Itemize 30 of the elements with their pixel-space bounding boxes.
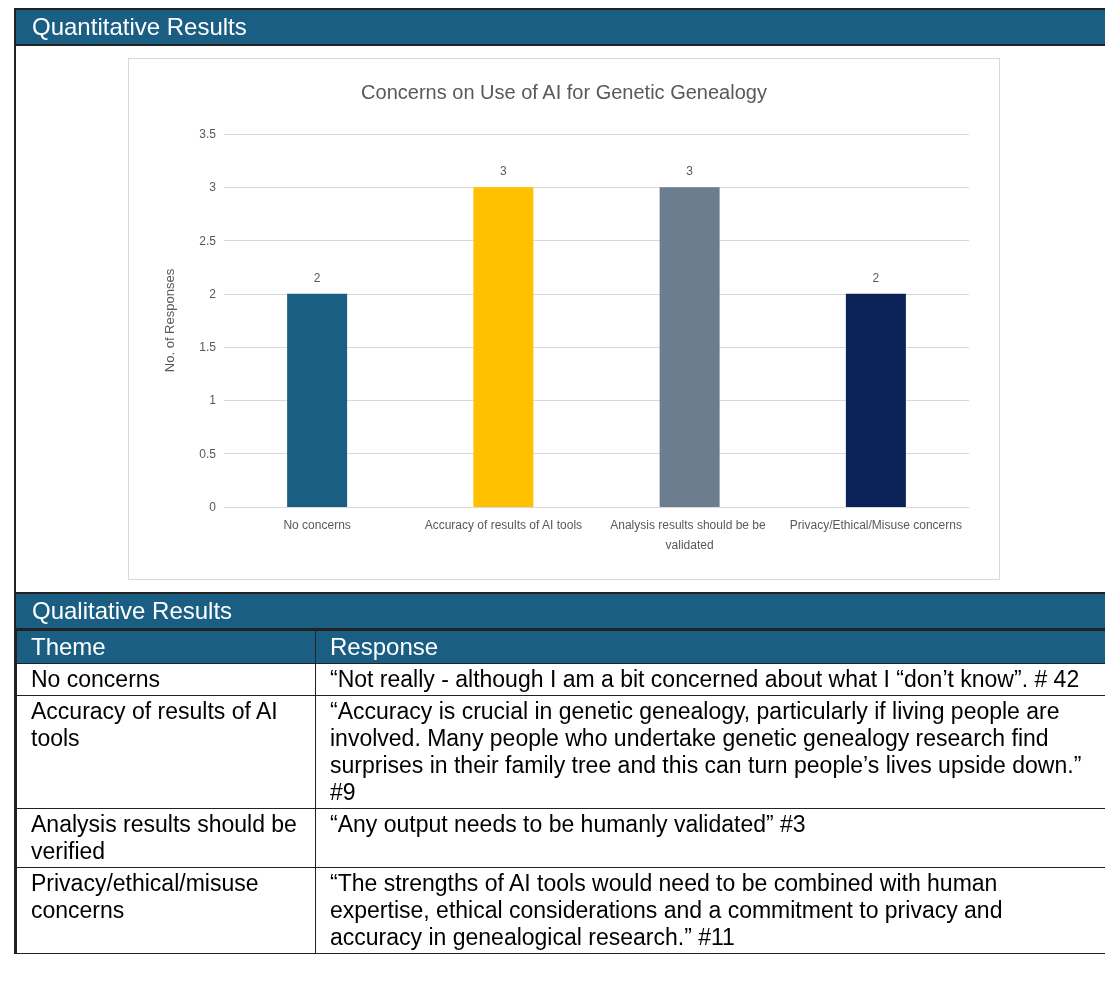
- data-label: 3: [686, 164, 694, 179]
- y-axis-title: No. of Responses: [162, 268, 177, 373]
- chart-title: Concerns on Use of AI for Genetic Genealogy: [361, 81, 767, 103]
- y-tick-label: 1.5: [199, 340, 217, 355]
- data-label: 3: [500, 164, 508, 179]
- y-tick-label: 3: [209, 180, 217, 195]
- x-tick-label: No concerns: [283, 518, 351, 532]
- text: Analysis results should be verified: [16, 808, 316, 868]
- y-tick-label: 0: [209, 500, 217, 514]
- text: “Any output needs to be humanly validated” #3: [315, 808, 1105, 868]
- text: Quantitative Results: [16, 8, 1105, 46]
- data-label: 2: [872, 270, 880, 285]
- text: No concerns: [16, 663, 316, 696]
- text: “Not really - although I am a bit concerned about what I “don’t know”. # 42: [315, 663, 1105, 696]
- text: Theme: [16, 630, 316, 664]
- text: “The strengths of AI tools would need to be combined with human expertise, ethical considerations and a commitment to privacy and accuracy in genealogical research.” #11: [315, 867, 1105, 954]
- y-tick-label: 2.5: [199, 233, 217, 248]
- text: Response: [315, 630, 1105, 664]
- data-label: 2: [313, 270, 321, 285]
- x-tick-label: Accuracy of results of AI tools: [424, 518, 583, 532]
- y-tick-label: 0.5: [199, 446, 217, 461]
- text: “Accuracy is crucial in genetic genealogy, particularly if living people are involved. Many people who undertake genetic genealogy research find surprises in their family tree and this can turn people’s lives upside down.” #9: [315, 695, 1105, 809]
- text: Accuracy of results of AI tools: [16, 695, 316, 809]
- x-tick-label: Privacy/Ethical/Misuse concerns: [789, 518, 962, 532]
- y-tick-label: 2: [209, 286, 217, 301]
- y-tick-label: 1: [209, 393, 217, 408]
- x-tick-label: Analysis results should be be validated: [610, 518, 770, 552]
- text: Qualitative Results: [16, 592, 1105, 630]
- y-tick-label: 3.5: [199, 127, 217, 141]
- text: Privacy/ethical/misuse concerns: [16, 867, 316, 954]
